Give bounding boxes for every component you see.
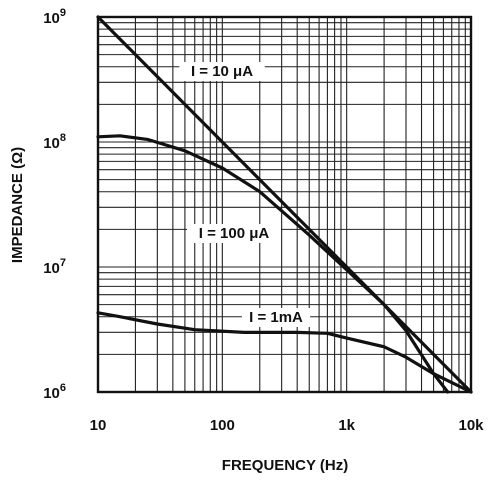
- x-tick-label: 1k: [338, 417, 355, 434]
- y-axis-title: IMPEDANCE (Ω): [9, 147, 26, 263]
- tick-labels: 10 100 1k 10k 106 107 108 109: [43, 7, 484, 434]
- x-tick-label: 10: [90, 417, 107, 434]
- series-line-2: [96, 134, 450, 394]
- series-label-3: I = 1mA: [249, 309, 303, 326]
- plot-frame: [96, 15, 473, 394]
- series-line-1: [96, 15, 473, 394]
- curves: [96, 15, 473, 394]
- y-tick-label: 106: [43, 382, 66, 402]
- series-line-3: [96, 311, 473, 394]
- series-label-1: I = 10 μA: [191, 63, 253, 80]
- series-label-2: I = 100 μA: [199, 225, 270, 242]
- series-label-bg: [241, 308, 311, 327]
- x-tick-label: 10k: [458, 417, 484, 434]
- series-label-bg: [187, 224, 281, 243]
- series-labels: I = 10 μA I = 100 μA I = 1mA: [179, 62, 311, 327]
- y-tick-label: 108: [43, 132, 66, 152]
- y-tick-label: 107: [43, 257, 66, 277]
- y-tick-label: 109: [43, 7, 66, 27]
- x-axis-title: FREQUENCY (Hz): [222, 457, 348, 474]
- series-label-bg: [179, 62, 265, 81]
- x-tick-label: 100: [210, 417, 235, 434]
